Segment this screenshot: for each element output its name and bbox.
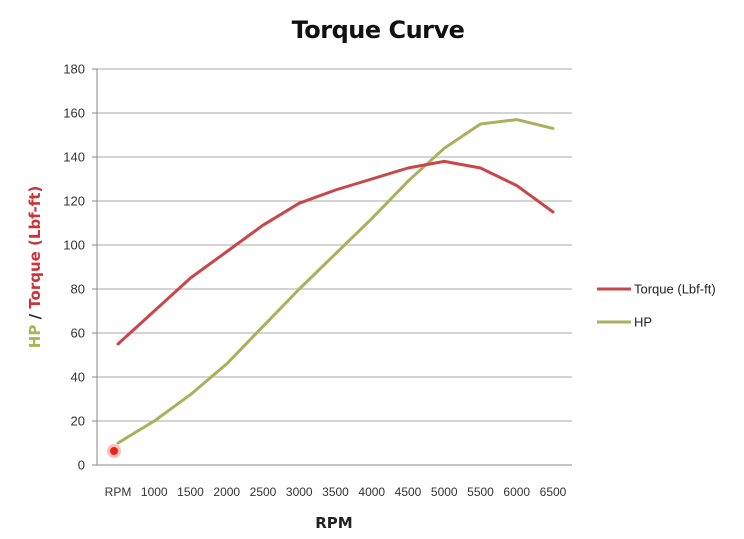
y-axis-title-part: HP	[26, 325, 44, 349]
x-tick-label: 6000	[503, 485, 530, 499]
x-tick-label: 1000	[141, 485, 168, 499]
y-axis-title-part: /	[26, 309, 44, 325]
y-tick-labels: 0 20 40 60 80 100 120 140 160 180	[63, 62, 85, 473]
legend: Torque (Lbf-ft) HP	[597, 282, 716, 330]
y-axis-title: HP / Torque (Lbf-ft)	[26, 186, 44, 348]
series-line	[116, 118, 555, 445]
y-tick-label: 0	[78, 458, 85, 473]
x-tick-label: 1500	[177, 485, 204, 499]
x-tick-label: 3000	[286, 485, 313, 499]
x-tick-label: 2500	[250, 485, 277, 499]
y-tick-label: 120	[63, 194, 85, 209]
series-lines	[116, 118, 555, 445]
x-tick-label: 4000	[358, 485, 385, 499]
y-tick-label: 80	[71, 282, 85, 297]
y-tick-label: 160	[63, 106, 85, 121]
x-tick-label: RPM	[105, 485, 132, 499]
y-tick-label: 60	[71, 326, 85, 341]
x-tick-label: 5000	[431, 485, 458, 499]
x-tick-label: 3500	[322, 485, 349, 499]
legend-label: Torque (Lbf-ft)	[634, 282, 716, 297]
x-tick-labels: RPM 1000 1500 2000 2500 3000 3500 4000 4500 5000 5…	[105, 485, 567, 499]
y-tick-label: 40	[71, 370, 85, 385]
y-axis-title-part: Torque (Lbf-ft)	[26, 186, 44, 309]
chart-title: Torque Curve	[292, 16, 465, 44]
series-line	[116, 159, 555, 346]
y-tick-label: 140	[63, 150, 85, 165]
x-tick-label: 4500	[395, 485, 422, 499]
x-axis-title: RPM	[315, 514, 352, 532]
cursor-indicator-icon	[107, 444, 121, 458]
x-tick-label: 6500	[540, 485, 567, 499]
x-tick-label: 5500	[467, 485, 494, 499]
x-tick-label: 2000	[213, 485, 240, 499]
grid-lines	[92, 68, 572, 466]
axes	[96, 69, 572, 466]
legend-label: HP	[634, 315, 652, 330]
y-tick-label: 180	[63, 62, 85, 77]
y-tick-label: 100	[63, 238, 85, 253]
y-tick-label: 20	[71, 414, 85, 429]
